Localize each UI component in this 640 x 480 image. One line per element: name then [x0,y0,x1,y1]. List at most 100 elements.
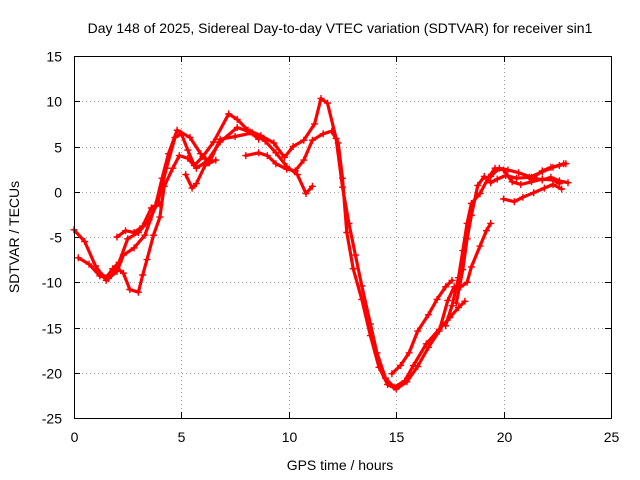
data-point [186,133,194,141]
x-axis-label: GPS time / hours [287,457,394,473]
data-point [422,340,430,348]
data-point [81,238,89,245]
chart-title: Day 148 of 2025, Sidereal Day-to-day VTE… [88,20,593,36]
data-point [188,184,196,192]
data-point [233,115,241,123]
data-point [255,135,263,143]
data-point [334,139,342,147]
data-point [324,99,331,107]
x-tick-label: 5 [178,429,186,445]
data-point [349,265,357,273]
data-point [480,172,488,180]
data-point [351,251,359,259]
data-point [564,179,572,187]
y-tick-label: 5 [54,140,62,156]
data-point [162,164,170,172]
data-point [510,198,518,206]
data-point [403,378,411,386]
data-point [375,363,383,371]
data-point [500,195,508,203]
data-point [124,235,132,243]
data-point [547,173,555,181]
y-tick-label: -20 [42,366,62,382]
x-tick-label: 10 [282,429,298,445]
data-point [246,128,254,136]
data-point [317,95,325,102]
data-point [558,185,566,193]
data-point [504,166,512,174]
data-point [283,165,291,173]
series-track-5 [182,156,220,192]
data-point [424,343,432,351]
data-point [115,258,123,266]
data-point [358,295,366,303]
series-line [76,96,467,389]
data-point [495,164,503,172]
data-point [74,254,82,262]
data-point [175,152,183,160]
data-point [448,302,456,310]
series-line [98,125,261,294]
data-point [463,278,471,286]
data-point [139,222,147,230]
series-track-6 [242,127,495,393]
data-point [130,229,138,236]
data-point [272,149,280,157]
data-point [257,132,265,140]
data-point [122,227,130,235]
data-point [173,126,181,134]
data-point [184,154,192,162]
data-point [255,149,263,157]
data-point [192,180,200,188]
data-point [487,172,495,180]
data-point [201,162,209,169]
data-point [300,136,308,144]
data-point [474,181,482,189]
data-point [452,299,460,307]
y-tick-label: -25 [42,411,62,427]
data-point [311,120,319,128]
data-point [231,133,239,140]
data-point [96,269,104,277]
data-point [538,167,546,175]
data-point [141,231,149,239]
data-point [555,162,563,169]
data-point [184,146,192,154]
data-point [272,160,280,168]
data-point [461,297,469,305]
data-point [169,164,177,172]
data-point [482,227,490,235]
data-point [139,271,147,279]
data-point [147,204,155,212]
data-point [397,362,404,369]
data-point [392,385,400,393]
data-point [300,156,308,164]
data-point [281,153,288,161]
series-line [244,129,493,391]
data-point [502,172,510,179]
tick-labels: 0 5 10 15 20 25 15 10 5 0 -5 -10 -15 -20 -25 [42,49,620,446]
data-point [384,381,392,388]
data-point [442,283,450,291]
y-tick-label: -5 [50,230,63,246]
data-point [289,143,297,150]
y-tick-label: 0 [54,185,62,201]
x-tick-label: 15 [389,429,405,445]
y-tick-label: -10 [42,275,62,291]
x-tick-label: 25 [604,429,620,445]
data-point [119,269,127,277]
data-point [549,181,557,188]
x-tick-label: 20 [497,429,513,445]
data-point [547,163,555,171]
data-point [113,233,121,241]
data-point [366,332,374,340]
data-point [319,130,327,138]
data-point [562,160,570,168]
data-point [113,264,121,272]
data-point [448,276,456,284]
data-point [130,244,138,252]
data-point [291,167,299,175]
data-point [455,304,462,312]
series-track-4 [113,200,164,241]
data-point [388,370,396,378]
